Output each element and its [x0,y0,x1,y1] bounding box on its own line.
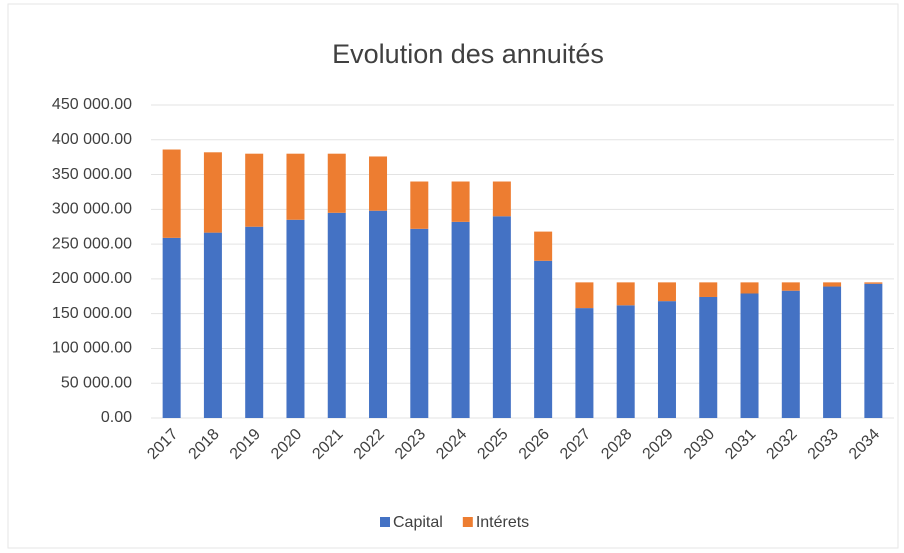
y-tick-label: 450 000.00 [52,96,132,113]
bar-segment [740,282,759,294]
bar-segment [575,282,594,309]
bar-segment [616,282,635,306]
bar-segment [864,282,883,284]
legend-label: Capital [393,514,443,531]
bar-segment [616,305,635,418]
bar-segment [369,210,388,418]
y-tick-label: 250 000.00 [52,235,132,252]
y-tick-label: 350 000.00 [52,166,132,183]
bar-segment [740,293,759,418]
bar-segment [823,282,842,287]
bar-segment [699,282,718,297]
bar-segment [203,152,222,233]
bar-segment [575,308,594,418]
bar-segment [162,237,181,418]
bar-segment [657,282,676,302]
chart-title: Evolution des annuités [332,39,604,69]
bar-segment [286,153,305,220]
bar-segment [451,181,470,222]
bar-segment [286,219,305,418]
bar-segment [245,153,264,227]
bar-segment [657,301,676,418]
legend-swatch [462,517,473,527]
legend-swatch [380,517,390,527]
bar-segment [327,212,346,418]
bar-segment [864,283,883,418]
y-tick-label: 150 000.00 [52,305,132,322]
bar-segment [534,260,553,418]
bar-segment [534,231,553,261]
bar-segment [245,226,264,418]
bar-segment [492,216,511,418]
y-tick-label: 0.00 [101,409,132,426]
bar-segment [203,232,222,418]
y-tick-label: 200 000.00 [52,270,132,287]
bar-segment [781,290,800,418]
y-tick-label: 400 000.00 [52,131,132,148]
bar-segment [369,156,388,211]
y-tick-label: 300 000.00 [52,201,132,218]
legend-label: Intérets [476,514,529,531]
y-tick-label: 50 000.00 [61,374,132,391]
y-tick-label: 100 000.00 [52,340,132,357]
bar-segment [699,296,718,418]
bar-segment [781,282,800,291]
bar-segment [162,149,181,238]
bar-segment [410,181,429,229]
bar-segment [451,221,470,418]
bar-segment [327,153,346,213]
bar-segment [492,181,511,217]
bar-segment [823,286,842,418]
bar-segment [410,228,429,418]
